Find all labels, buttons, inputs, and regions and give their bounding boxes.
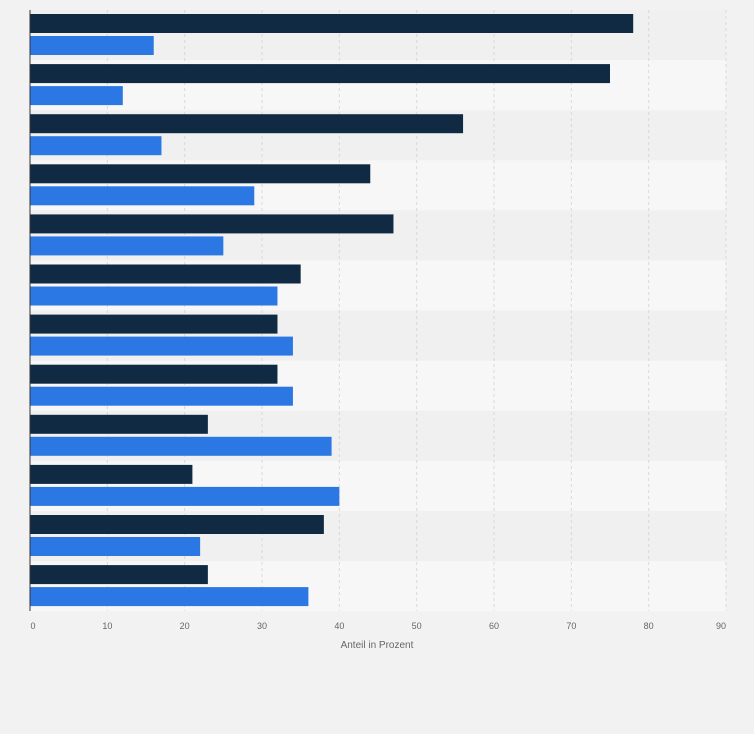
- x-tick-label: 50: [412, 621, 422, 631]
- bar-series1-row9[interactable]: [30, 414, 208, 434]
- bar-series2-row2[interactable]: [30, 86, 123, 106]
- x-tick-label: 70: [566, 621, 576, 631]
- gridlines: [106, 10, 727, 611]
- bar-series1-row7[interactable]: [30, 314, 278, 334]
- x-tick-label: 0: [30, 621, 35, 631]
- bar-series1-row2[interactable]: [30, 64, 610, 84]
- bar-series1-row1[interactable]: [30, 14, 634, 33]
- x-axis-label: Anteil in Prozent: [341, 640, 414, 651]
- bar-series2-row12[interactable]: [30, 587, 309, 607]
- x-tick-label: 60: [489, 621, 499, 631]
- x-tick-label: 10: [102, 621, 112, 631]
- bar-series1-row10[interactable]: [30, 464, 193, 484]
- x-tick-label: 40: [334, 621, 344, 631]
- x-tick-label: 20: [180, 621, 190, 631]
- bar-series1-row3[interactable]: [30, 114, 464, 134]
- x-tick-label: 30: [257, 621, 267, 631]
- bar-series2-row6[interactable]: [30, 286, 278, 306]
- bar-series2-row7[interactable]: [30, 336, 293, 356]
- x-tick-label: 80: [644, 621, 654, 631]
- bar-series2-row3[interactable]: [30, 136, 162, 156]
- bar-series2-row1[interactable]: [30, 36, 154, 55]
- bar-series2-row4[interactable]: [30, 186, 255, 206]
- bar-series1-row5[interactable]: [30, 214, 394, 234]
- bar-series1-row6[interactable]: [30, 264, 301, 284]
- bar-series2-row11[interactable]: [30, 537, 201, 556]
- bar-series2-row9[interactable]: [30, 436, 332, 456]
- x-tick-label: 90: [716, 621, 726, 631]
- bar-series2-row10[interactable]: [30, 486, 340, 506]
- bar-series2-row8[interactable]: [30, 386, 293, 406]
- bar-series1-row8[interactable]: [30, 364, 278, 384]
- bar-series: [30, 14, 634, 607]
- bar-series1-row11[interactable]: [30, 515, 324, 534]
- x-axis-ticks: 0 10 20 30 40 50 60 70 80 90: [30, 621, 726, 631]
- bar-series1-row4[interactable]: [30, 164, 371, 184]
- bar-series2-row5[interactable]: [30, 236, 224, 256]
- bar-series1-row12[interactable]: [30, 565, 208, 585]
